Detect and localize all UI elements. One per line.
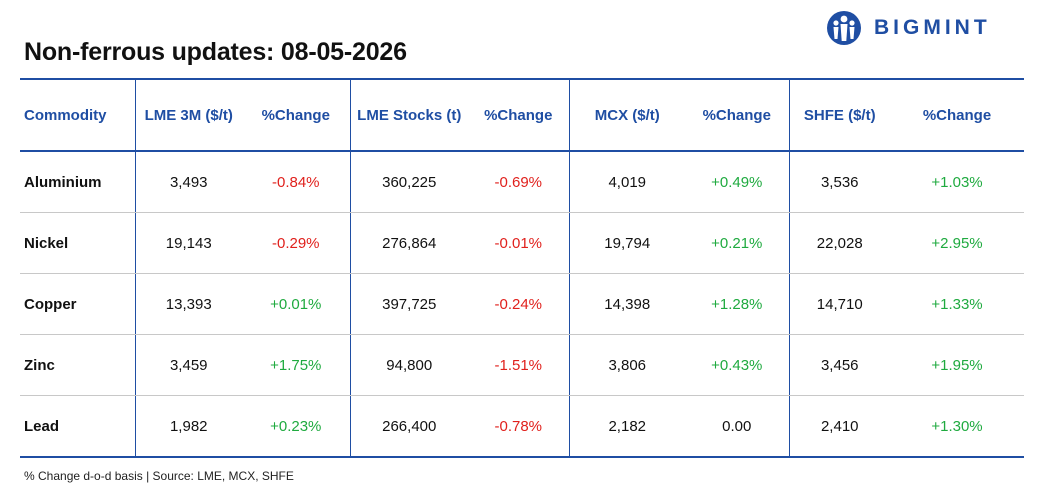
lme-stocks-change: -0.01% — [468, 212, 569, 274]
non-ferrous-table: Commodity LME 3M ($/t) %Change LME Stock… — [20, 80, 1024, 458]
header-mcx: MCX ($/t) — [568, 80, 685, 152]
mcx-price: 2,182 — [568, 395, 685, 458]
shfe-change: +1.33% — [890, 273, 1024, 335]
lme-stocks: 266,400 — [349, 395, 468, 458]
lme-stocks-change: -0.24% — [468, 273, 569, 335]
mcx-change: +0.43% — [685, 334, 789, 396]
header-shfe-change: %Change — [890, 80, 1024, 152]
shfe-price: 2,410 — [788, 395, 890, 458]
header-lme-stocks: LME Stocks (t) — [349, 80, 468, 152]
brand-name: BIGMINT — [874, 16, 991, 39]
header-mcx-change: %Change — [685, 80, 789, 152]
shfe-price: 22,028 — [788, 212, 890, 274]
commodity-name: Zinc — [20, 334, 135, 396]
shfe-price: 3,536 — [788, 151, 890, 213]
lme-stocks: 397,725 — [349, 273, 468, 335]
brand-logo: BIGMINT — [826, 10, 991, 46]
shfe-change: +1.03% — [890, 151, 1024, 213]
shfe-change: +2.95% — [890, 212, 1024, 274]
lme-3m-change: +1.75% — [242, 334, 350, 396]
shfe-change: +1.30% — [890, 395, 1024, 458]
lme-3m-price: 3,459 — [134, 334, 242, 396]
mcx-price: 14,398 — [568, 273, 685, 335]
mcx-price: 4,019 — [568, 151, 685, 213]
lme-3m-price: 3,493 — [134, 151, 242, 213]
lme-stocks: 94,800 — [349, 334, 468, 396]
lme-stocks-change: -0.69% — [468, 151, 569, 213]
header-shfe: SHFE ($/t) — [788, 80, 890, 152]
shfe-price: 3,456 — [788, 334, 890, 396]
commodity-name: Copper — [20, 273, 135, 335]
commodity-name: Nickel — [20, 212, 135, 274]
lme-3m-change: +0.23% — [242, 395, 350, 458]
mcx-change: +1.28% — [685, 273, 789, 335]
header-commodity: Commodity — [20, 80, 135, 152]
table-row: Lead 1,982 +0.23% 266,400 -0.78% 2,182 0… — [20, 395, 1024, 458]
shfe-price: 14,710 — [788, 273, 890, 335]
lme-stocks-change: -1.51% — [468, 334, 569, 396]
mcx-change: +0.49% — [685, 151, 789, 213]
mcx-price: 19,794 — [568, 212, 685, 274]
bigmint-logo-icon — [827, 11, 861, 45]
table-row: Zinc 3,459 +1.75% 94,800 -1.51% 3,806 +0… — [20, 334, 1024, 396]
mcx-change: +0.21% — [685, 212, 789, 274]
table-row: Copper 13,393 +0.01% 397,725 -0.24% 14,3… — [20, 273, 1024, 335]
table-row: Nickel 19,143 -0.29% 276,864 -0.01% 19,7… — [20, 212, 1024, 274]
commodity-name: Aluminium — [20, 151, 135, 213]
page-title: Non-ferrous updates: 08-05-2026 — [24, 38, 407, 66]
lme-3m-price: 13,393 — [134, 273, 242, 335]
table-top-rule — [20, 78, 1024, 80]
shfe-change: +1.95% — [890, 334, 1024, 396]
table-row: Aluminium 3,493 -0.84% 360,225 -0.69% 4,… — [20, 151, 1024, 213]
header-lme-3m: LME 3M ($/t) — [134, 80, 242, 152]
commodity-name: Lead — [20, 395, 135, 458]
lme-3m-change: -0.29% — [242, 212, 350, 274]
lme-3m-change: -0.84% — [242, 151, 350, 213]
lme-stocks: 276,864 — [349, 212, 468, 274]
lme-3m-change: +0.01% — [242, 273, 350, 335]
header-lme-stocks-change: %Change — [468, 80, 569, 152]
table-header-row: Commodity LME 3M ($/t) %Change LME Stock… — [20, 80, 1024, 152]
lme-stocks-change: -0.78% — [468, 395, 569, 458]
lme-3m-price: 1,982 — [134, 395, 242, 458]
header-lme-3m-change: %Change — [242, 80, 350, 152]
source-footnote: % Change d-o-d basis | Source: LME, MCX,… — [24, 469, 294, 483]
mcx-change: 0.00 — [685, 395, 789, 458]
lme-stocks: 360,225 — [349, 151, 468, 213]
lme-3m-price: 19,143 — [134, 212, 242, 274]
mcx-price: 3,806 — [568, 334, 685, 396]
